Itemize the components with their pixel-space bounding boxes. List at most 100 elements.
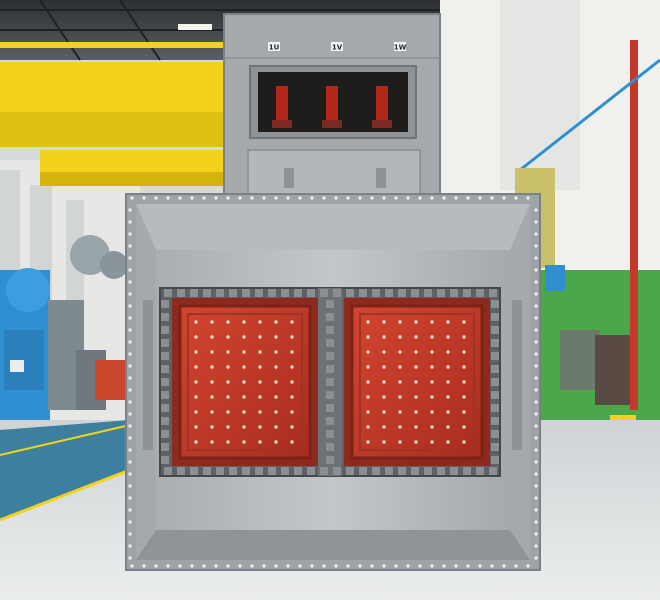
rivet	[490, 196, 494, 200]
rivet	[166, 564, 170, 568]
clamp-block	[161, 443, 169, 451]
clamp-block	[411, 289, 419, 297]
clamp-block	[281, 467, 289, 475]
winding-stud	[366, 380, 370, 384]
brown-equipment	[595, 335, 630, 405]
clamp-block	[255, 289, 263, 297]
rivet	[534, 232, 538, 236]
rivet	[534, 496, 538, 500]
winding-stud	[226, 365, 230, 369]
rivet	[534, 340, 538, 344]
rivet	[298, 564, 302, 568]
winding-stud	[274, 335, 278, 339]
winding-stud	[382, 425, 386, 429]
winding-stud	[242, 335, 246, 339]
winding-stud	[366, 425, 370, 429]
terminal-label-1u: 1U	[269, 44, 280, 52]
rivet	[128, 448, 132, 452]
rivet	[130, 196, 134, 200]
clamp-block	[326, 326, 334, 334]
rivet	[466, 196, 470, 200]
rivet	[250, 564, 254, 568]
rivet	[226, 196, 230, 200]
winding-stud	[462, 395, 466, 399]
clamp-block	[326, 378, 334, 386]
rivet	[534, 436, 538, 440]
rivet	[418, 196, 422, 200]
rivet	[534, 256, 538, 260]
winding-stud	[462, 320, 466, 324]
rivet	[250, 196, 254, 200]
winding-stud	[194, 410, 198, 414]
rivet	[534, 412, 538, 416]
winding-stud	[462, 410, 466, 414]
clamp-block	[333, 467, 341, 475]
rivet	[128, 460, 132, 464]
rivet	[128, 400, 132, 404]
winding-stud	[382, 410, 386, 414]
clamp-block	[164, 289, 172, 297]
winding-stud	[258, 410, 262, 414]
clamp-block	[437, 467, 445, 475]
clamp-block	[281, 289, 289, 297]
winding-stud	[210, 395, 214, 399]
clamp-block	[491, 417, 499, 425]
rivet	[534, 484, 538, 488]
clamp-block	[255, 467, 263, 475]
winding-stud	[210, 410, 214, 414]
rivet	[128, 532, 132, 536]
winding-stud	[274, 440, 278, 444]
winding-stud	[258, 320, 262, 324]
winding-stud	[194, 350, 198, 354]
winding-stud	[258, 350, 262, 354]
ceiling-light	[178, 24, 212, 30]
winding-stud	[274, 380, 278, 384]
clamp-block	[326, 339, 334, 347]
winding-stud	[194, 320, 198, 324]
clamp-block	[385, 467, 393, 475]
clamp-block	[346, 289, 354, 297]
rivet	[128, 508, 132, 512]
winding-stud	[382, 335, 386, 339]
clamp-block	[359, 289, 367, 297]
rivet	[466, 564, 470, 568]
winding-stud	[226, 425, 230, 429]
clamp-block	[216, 289, 224, 297]
winding-stud	[398, 350, 402, 354]
rivet	[128, 472, 132, 476]
winding-stud	[430, 320, 434, 324]
winding-stud	[366, 350, 370, 354]
rivet	[514, 564, 518, 568]
winding-stud	[446, 440, 450, 444]
winding-stud	[366, 440, 370, 444]
rivet	[514, 196, 518, 200]
winding-stud	[414, 380, 418, 384]
clamp-block	[161, 352, 169, 360]
clamp-block	[203, 289, 211, 297]
winding-stud	[398, 395, 402, 399]
clamp-block	[242, 289, 250, 297]
winding-stud	[194, 440, 198, 444]
clamp-block	[450, 467, 458, 475]
clamp-block	[177, 289, 185, 297]
clamp-block	[385, 289, 393, 297]
rivet	[502, 564, 506, 568]
clamp-block	[489, 467, 497, 475]
winding-stud	[258, 365, 262, 369]
winding-stud	[462, 335, 466, 339]
clamp-block	[424, 467, 432, 475]
rivet	[534, 472, 538, 476]
winding-stud	[274, 410, 278, 414]
rivet	[128, 556, 132, 560]
control-cabinet	[560, 330, 600, 390]
clamp-block	[346, 467, 354, 475]
clamp-block	[161, 365, 169, 373]
winding-stud	[210, 425, 214, 429]
winding-stud	[226, 350, 230, 354]
winding-stud	[446, 335, 450, 339]
rivet	[478, 564, 482, 568]
rivet	[128, 220, 132, 224]
rivet	[128, 496, 132, 500]
winding-stud	[258, 425, 262, 429]
rivet	[128, 232, 132, 236]
